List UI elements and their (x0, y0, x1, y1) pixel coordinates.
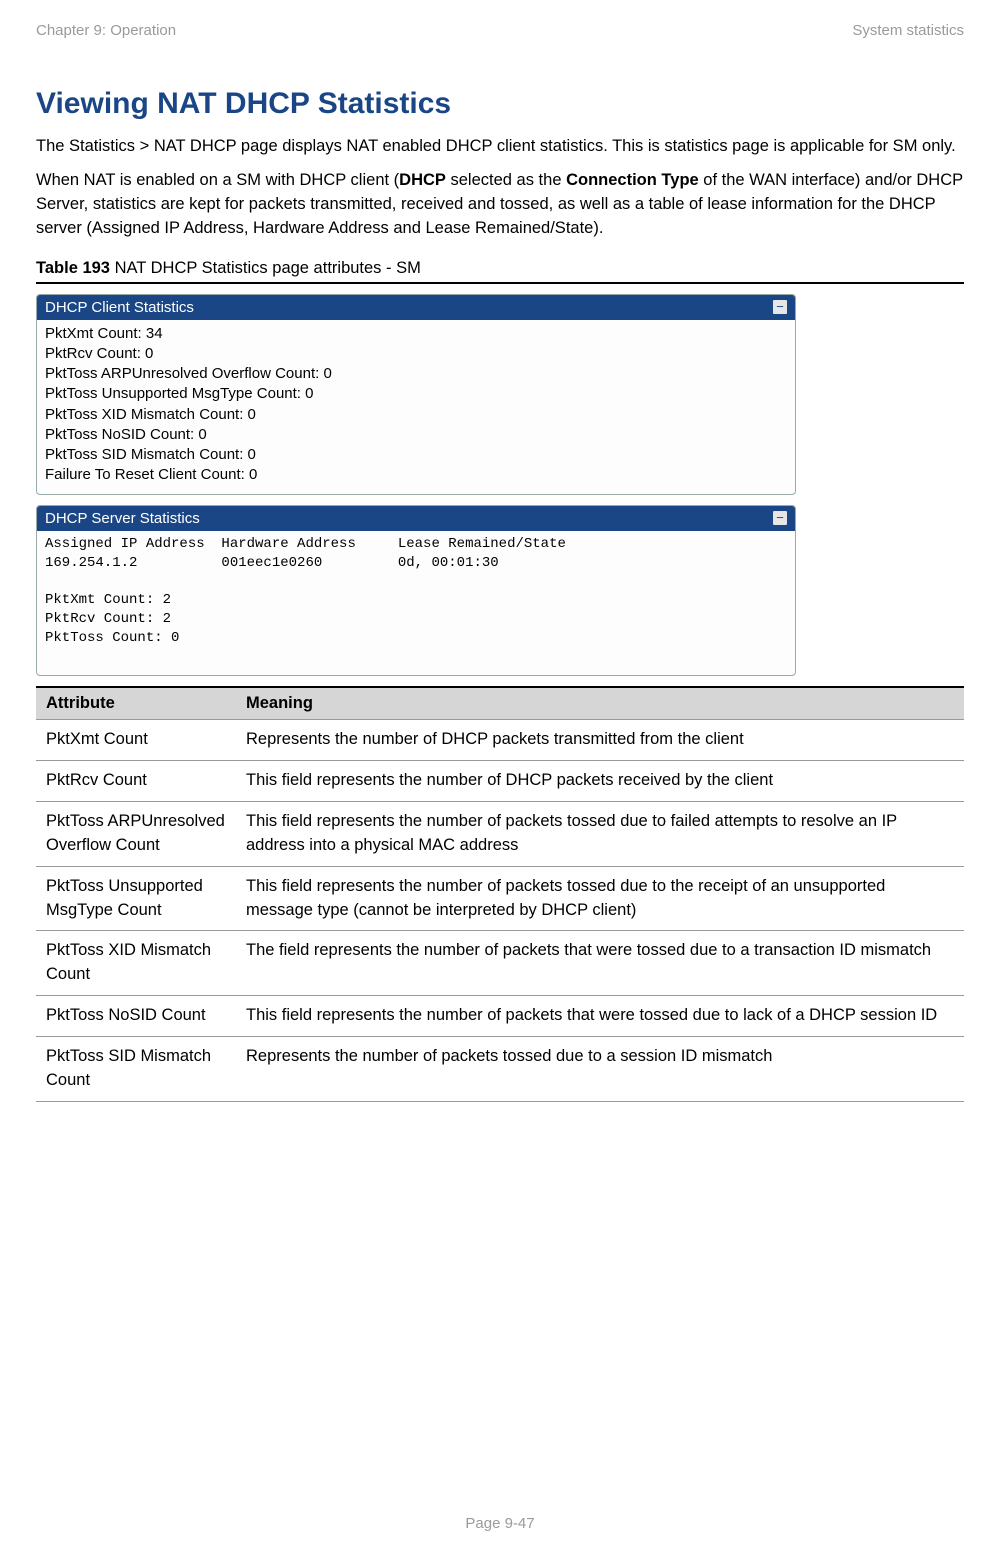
attr-cell: PktXmt Count (36, 719, 236, 760)
attr-cell: PktToss XID Mismatch Count (36, 931, 236, 996)
header-left: Chapter 9: Operation (36, 22, 176, 39)
dhcp-server-panel: DHCP Server Statistics − Assigned IP Add… (36, 505, 796, 676)
table-row: PktToss Unsupported MsgType Count This f… (36, 866, 964, 931)
table-row: PktXmt Count Represents the number of DH… (36, 719, 964, 760)
server-count-line: PktRcv Count: 2 (45, 610, 787, 629)
dhcp-server-panel-body: Assigned IP Address Hardware Address Lea… (37, 531, 795, 675)
col-header-attribute: Attribute (36, 687, 236, 720)
dhcp-client-panel-title: DHCP Client Statistics (45, 299, 194, 316)
client-line: PktToss XID Mismatch Count: 0 (45, 405, 787, 425)
attr-cell: PktToss NoSID Count (36, 996, 236, 1037)
meaning-cell: Represents the number of DHCP packets tr… (236, 719, 964, 760)
header-right: System statistics (852, 22, 964, 39)
meaning-cell: This field represents the number of pack… (236, 801, 964, 866)
dhcp-client-panel: DHCP Client Statistics − PktXmt Count: 3… (36, 294, 796, 495)
attributes-table: Attribute Meaning PktXmt Count Represent… (36, 686, 964, 1102)
collapse-icon[interactable]: − (773, 511, 787, 525)
collapse-icon[interactable]: − (773, 300, 787, 314)
table-row: PktToss NoSID Count This field represent… (36, 996, 964, 1037)
client-line: PktToss Unsupported MsgType Count: 0 (45, 384, 787, 404)
server-count-line: PktXmt Count: 2 (45, 591, 787, 610)
intro-paragraph-1: The Statistics > NAT DHCP page displays … (36, 135, 964, 159)
client-line: PktToss NoSID Count: 0 (45, 425, 787, 445)
p2-part-c: selected as the (446, 171, 566, 189)
dhcp-client-panel-body: PktXmt Count: 34 PktRcv Count: 0 PktToss… (37, 320, 795, 494)
server-data-line: 169.254.1.2 001eec1e0260 0d, 00:01:30 (45, 554, 787, 573)
attr-cell: PktToss SID Mismatch Count (36, 1037, 236, 1102)
page-footer: Page 9-47 (0, 1515, 1000, 1532)
attr-cell: PktToss Unsupported MsgType Count (36, 866, 236, 931)
intro-paragraph-2: When NAT is enabled on a SM with DHCP cl… (36, 169, 964, 241)
dhcp-server-panel-header: DHCP Server Statistics − (37, 506, 795, 531)
meaning-cell: This field represents the number of pack… (236, 866, 964, 931)
page: Chapter 9: Operation System statistics V… (0, 0, 1000, 1556)
meaning-cell: Represents the number of packets tossed … (236, 1037, 964, 1102)
table-caption: Table 193 NAT DHCP Statistics page attri… (36, 259, 964, 278)
table-row: PktRcv Count This field represents the n… (36, 760, 964, 801)
p2-part-a: When NAT is enabled on a SM with DHCP cl… (36, 171, 399, 189)
attr-cell: PktToss ARPUnresolved Overflow Count (36, 801, 236, 866)
server-header-line: Assigned IP Address Hardware Address Lea… (45, 535, 787, 554)
meaning-cell: This field represents the number of DHCP… (236, 760, 964, 801)
section-title: Viewing NAT DHCP Statistics (36, 87, 964, 121)
blank-line (45, 648, 787, 667)
caption-rule (36, 282, 964, 284)
table-row: PktToss XID Mismatch Count The field rep… (36, 931, 964, 996)
client-line: Failure To Reset Client Count: 0 (45, 465, 787, 485)
table-caption-rest: NAT DHCP Statistics page attributes - SM (110, 259, 421, 277)
attr-cell: PktRcv Count (36, 760, 236, 801)
blank-line (45, 572, 787, 591)
table-row: PktToss ARPUnresolved Overflow Count Thi… (36, 801, 964, 866)
table-row: PktToss SID Mismatch Count Represents th… (36, 1037, 964, 1102)
client-line: PktToss SID Mismatch Count: 0 (45, 445, 787, 465)
dhcp-client-panel-header: DHCP Client Statistics − (37, 295, 795, 320)
page-header: Chapter 9: Operation System statistics (36, 22, 964, 39)
server-count-line: PktToss Count: 0 (45, 629, 787, 648)
table-caption-label: Table 193 (36, 259, 110, 277)
table-header-row: Attribute Meaning (36, 687, 964, 720)
p2-part-b: DHCP (399, 171, 446, 189)
meaning-cell: This field represents the number of pack… (236, 996, 964, 1037)
col-header-meaning: Meaning (236, 687, 964, 720)
client-line: PktToss ARPUnresolved Overflow Count: 0 (45, 364, 787, 384)
dhcp-server-panel-title: DHCP Server Statistics (45, 510, 200, 527)
meaning-cell: The field represents the number of packe… (236, 931, 964, 996)
client-line: PktXmt Count: 34 (45, 324, 787, 344)
p2-part-d: Connection Type (566, 171, 699, 189)
client-line: PktRcv Count: 0 (45, 344, 787, 364)
